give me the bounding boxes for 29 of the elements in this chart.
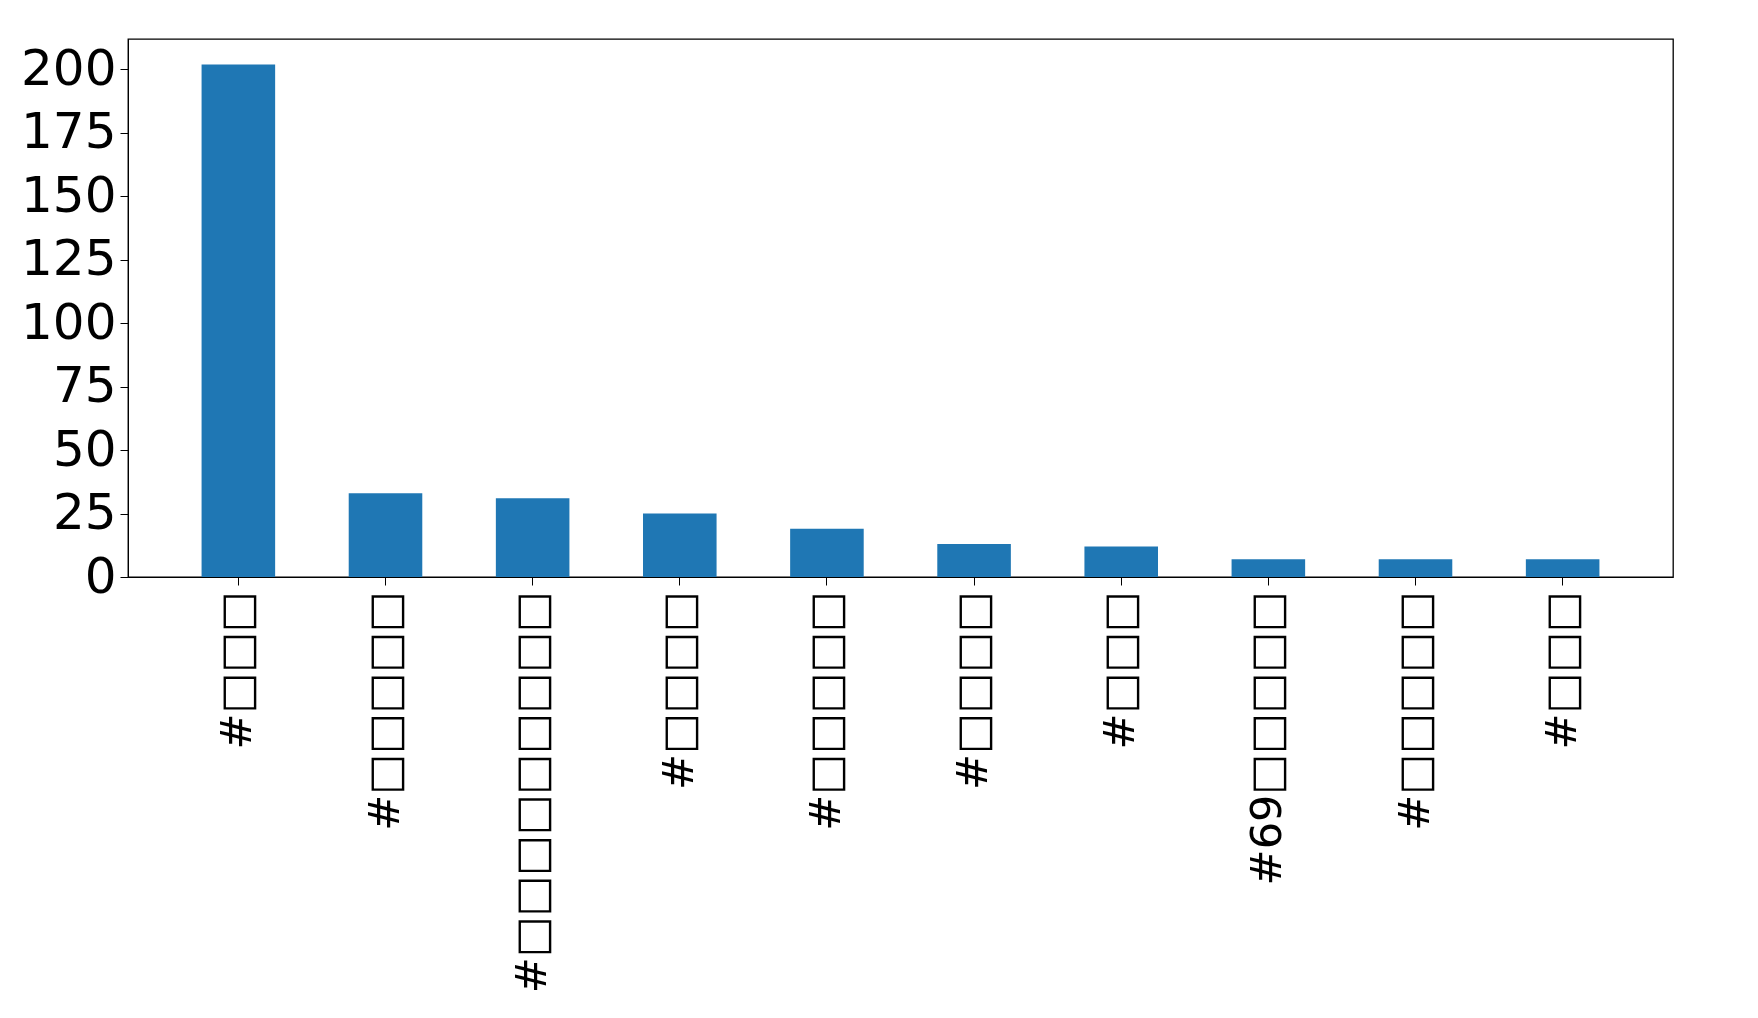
x-tick-label: #□□□ (211, 591, 262, 750)
x-tick-label: #□□□□ (652, 591, 703, 791)
x-tick-label: #□□□□□□□□□ (505, 591, 556, 994)
y-tick-label: 125 (21, 229, 117, 288)
bar (1525, 559, 1600, 577)
bar (643, 513, 717, 577)
y-tick-label: 75 (52, 356, 117, 415)
x-tick-label: #□□□□□ (358, 591, 409, 831)
bar (201, 64, 276, 577)
x-tick-label: #□□□ (1535, 591, 1586, 750)
y-tick-label: 25 (52, 483, 117, 542)
x-tick-label: #□□□□□ (799, 591, 850, 831)
y-tick-label: 100 (21, 292, 117, 351)
x-tick-label: #□□□ (1094, 591, 1145, 750)
bar (1084, 546, 1158, 577)
y-tick-label: 200 (21, 38, 117, 97)
bar (937, 544, 1011, 577)
y-tick-label: 175 (21, 102, 117, 161)
x-tick-label: #□□□□□ (1388, 591, 1439, 831)
y-tick-label: 150 (21, 165, 117, 224)
bar (1378, 559, 1453, 577)
y-tick-label: 50 (52, 419, 117, 478)
bar (348, 493, 423, 577)
x-tick-label: #69□□□□□ (1241, 591, 1292, 886)
bar (790, 528, 864, 577)
bar (1231, 559, 1306, 577)
bar (495, 498, 570, 577)
y-tick-label: 0 (84, 546, 117, 605)
x-tick-label: #□□□□ (947, 591, 998, 791)
